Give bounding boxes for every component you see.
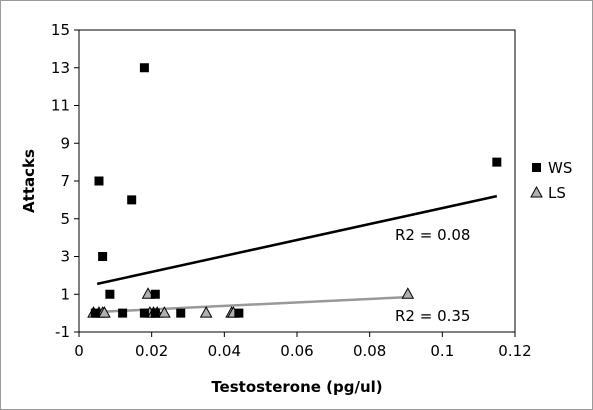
data-point-ls [158, 306, 171, 318]
data-point-ls [199, 306, 213, 318]
legend-marker-ls [530, 185, 543, 198]
y-tick-label: 5 [60, 210, 70, 228]
data-point-ws [139, 308, 149, 318]
data-points [87, 63, 502, 318]
x-tick-label: 0.02 [135, 342, 168, 360]
x-axis: 0 0.02 0.04 0.06 0.08 0.1 0.12 [74, 332, 532, 360]
legend-label-ws: WS [548, 159, 572, 177]
trendline-label-ws: R2 = 0.08 [395, 226, 470, 244]
data-point-ws [492, 157, 502, 167]
x-tick-label: 0.06 [280, 342, 313, 360]
data-point-ws [98, 252, 108, 261]
plot-area [78, 29, 516, 333]
data-point-ws [105, 289, 115, 299]
y-tick-label: 11 [51, 97, 70, 115]
y-tick-label: 3 [60, 248, 70, 266]
data-point-ws [118, 308, 128, 318]
data-point-ls [401, 287, 415, 299]
data-point-ls [98, 306, 111, 318]
x-tick-label: 0.12 [498, 342, 531, 360]
x-tick-label: 0.1 [430, 342, 454, 360]
legend-label-ls: LS [548, 184, 566, 202]
y-tick-label: 7 [60, 172, 70, 190]
data-point-ws [94, 176, 104, 186]
y-tick-label: 13 [51, 59, 70, 77]
y-tick-label: 15 [51, 21, 70, 39]
y-tick-label: 1 [60, 285, 70, 303]
x-axis-title: Testosterone (pg/ul) [211, 378, 382, 396]
x-tick-label: 0.04 [208, 342, 241, 360]
data-point-ws [176, 308, 186, 318]
y-axis-title: Attacks [20, 149, 38, 213]
x-tick-label: 0.08 [353, 342, 386, 360]
y-tick-label: -1 [55, 323, 70, 341]
trendline-ws [96, 194, 498, 286]
data-point-ws [90, 308, 100, 318]
data-point-ls [141, 287, 155, 299]
trendline-label-ls: R2 = 0.35 [395, 307, 470, 325]
data-point-ws [150, 289, 160, 299]
y-tick-label: 9 [60, 134, 70, 152]
legend-marker-ws [532, 163, 541, 172]
data-point-ws [150, 308, 160, 318]
data-point-ws [127, 195, 137, 205]
data-point-ws [139, 63, 149, 73]
data-point-ws [234, 308, 244, 318]
legend: WS LS [530, 159, 572, 202]
x-tick-label: 0 [74, 342, 84, 360]
